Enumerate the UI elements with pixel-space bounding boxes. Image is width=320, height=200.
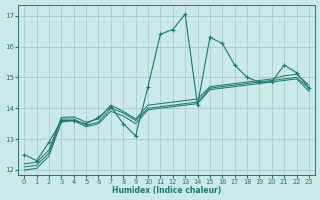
X-axis label: Humidex (Indice chaleur): Humidex (Indice chaleur)	[112, 186, 221, 195]
